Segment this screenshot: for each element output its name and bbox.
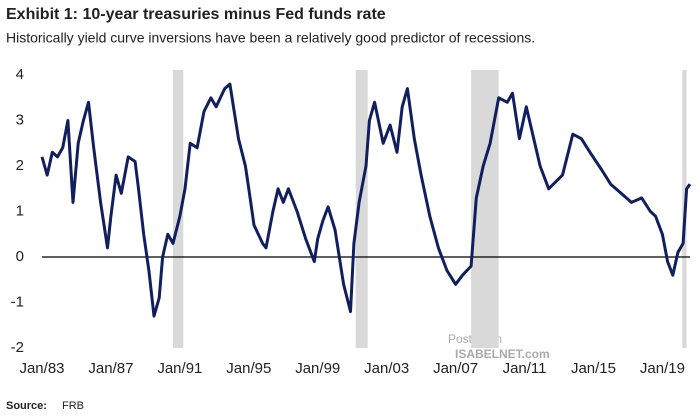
x-tick-label: Jan/03 [364,360,409,377]
x-tick-label: Jan/99 [295,360,340,377]
chart-title: Exhibit 1: 10-year treasuries minus Fed … [6,6,386,23]
x-tick-label: Jan/83 [19,360,64,377]
recession-band [172,70,184,348]
x-tick-label: Jan/91 [157,360,202,377]
y-tick-label: 1 [16,202,24,219]
recession-band [355,70,368,348]
x-tick-label: Jan/11 [503,360,547,377]
y-tick-label: 2 [16,157,24,174]
chart-subtitle: Historically yield curve inversions have… [6,30,535,46]
x-tick-label: Jan/95 [226,360,271,377]
y-tick-label: 4 [16,66,24,83]
x-tick-label: Jan/15 [571,360,616,377]
y-tick-label: -1 [11,293,24,310]
source-label: Source: [6,400,47,412]
x-tick-label: Jan/07 [433,360,478,377]
x-tick-label: Jan/87 [88,360,133,377]
y-tick-label: -2 [11,339,24,356]
watermark: ISABELNET.com [455,347,550,361]
source: FRB [62,400,84,412]
data-line [40,82,692,318]
y-tick-label: 3 [16,111,24,128]
y-tick-label: 0 [16,248,24,265]
x-tick-label: Jan/19 [640,360,685,377]
